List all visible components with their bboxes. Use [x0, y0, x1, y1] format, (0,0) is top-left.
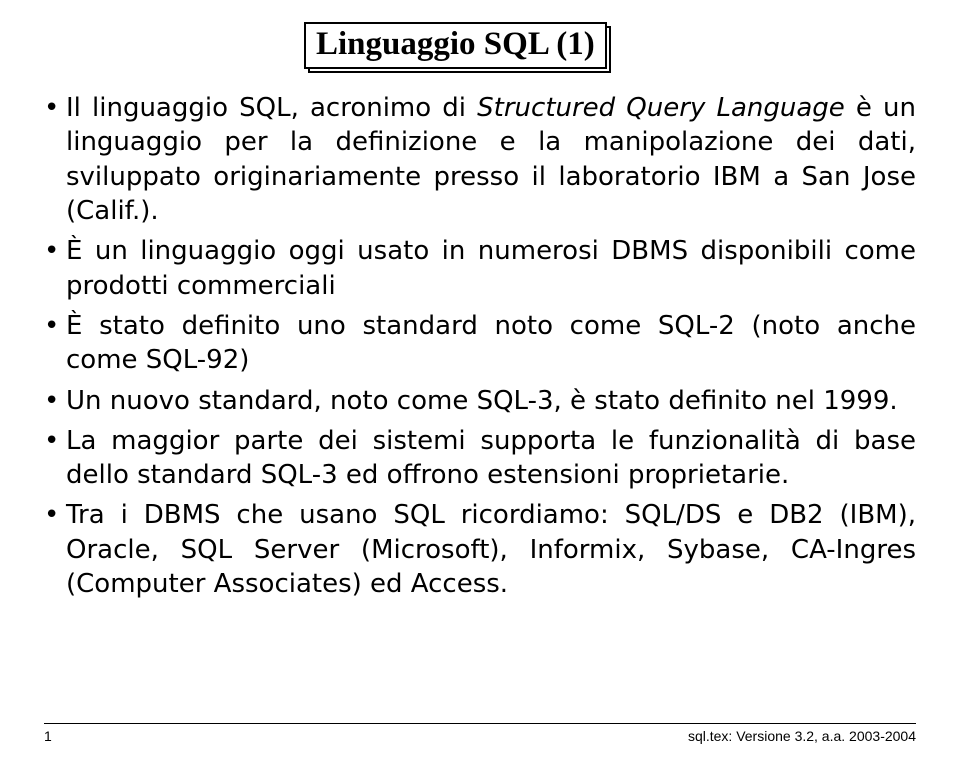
bullet-item: Un nuovo standard, noto come SQL-3, è st…: [44, 384, 916, 418]
bullet-item: È un linguaggio oggi usato in numerosi D…: [44, 234, 916, 303]
bullet-item: La maggior parte dei sistemi supporta le…: [44, 424, 916, 493]
bullet-text: La maggior parte dei sistemi supporta le…: [66, 426, 916, 490]
bullet-text: Un nuovo standard, noto come SQL-3, è st…: [66, 386, 898, 416]
slide-page: Linguaggio SQL (1) Il linguaggio SQL, ac…: [0, 0, 960, 760]
bullet-text: Tra i DBMS che usano SQL ricordiamo: SQL…: [66, 500, 916, 599]
version-text: sql.tex: Versione 3.2, a.a. 2003-2004: [688, 728, 916, 744]
footer: 1 sql.tex: Versione 3.2, a.a. 2003-2004: [44, 723, 916, 744]
bullet-text-italic: Structured Query Language: [477, 93, 845, 123]
body-content: Il linguaggio SQL, acronimo di Structure…: [44, 91, 916, 601]
bullet-text: È un linguaggio oggi usato in numerosi D…: [66, 236, 916, 300]
bullet-text: È stato definito uno standard noto come …: [66, 311, 916, 375]
page-number: 1: [44, 728, 52, 744]
bullet-item: Il linguaggio SQL, acronimo di Structure…: [44, 91, 916, 228]
slide-title: Linguaggio SQL (1): [304, 22, 607, 69]
bullet-item: È stato definito uno standard noto come …: [44, 309, 916, 378]
bullet-item: Tra i DBMS che usano SQL ricordiamo: SQL…: [44, 498, 916, 601]
title-box: Linguaggio SQL (1): [304, 22, 607, 69]
bullet-text-pre: Il linguaggio SQL, acronimo di: [66, 93, 477, 123]
